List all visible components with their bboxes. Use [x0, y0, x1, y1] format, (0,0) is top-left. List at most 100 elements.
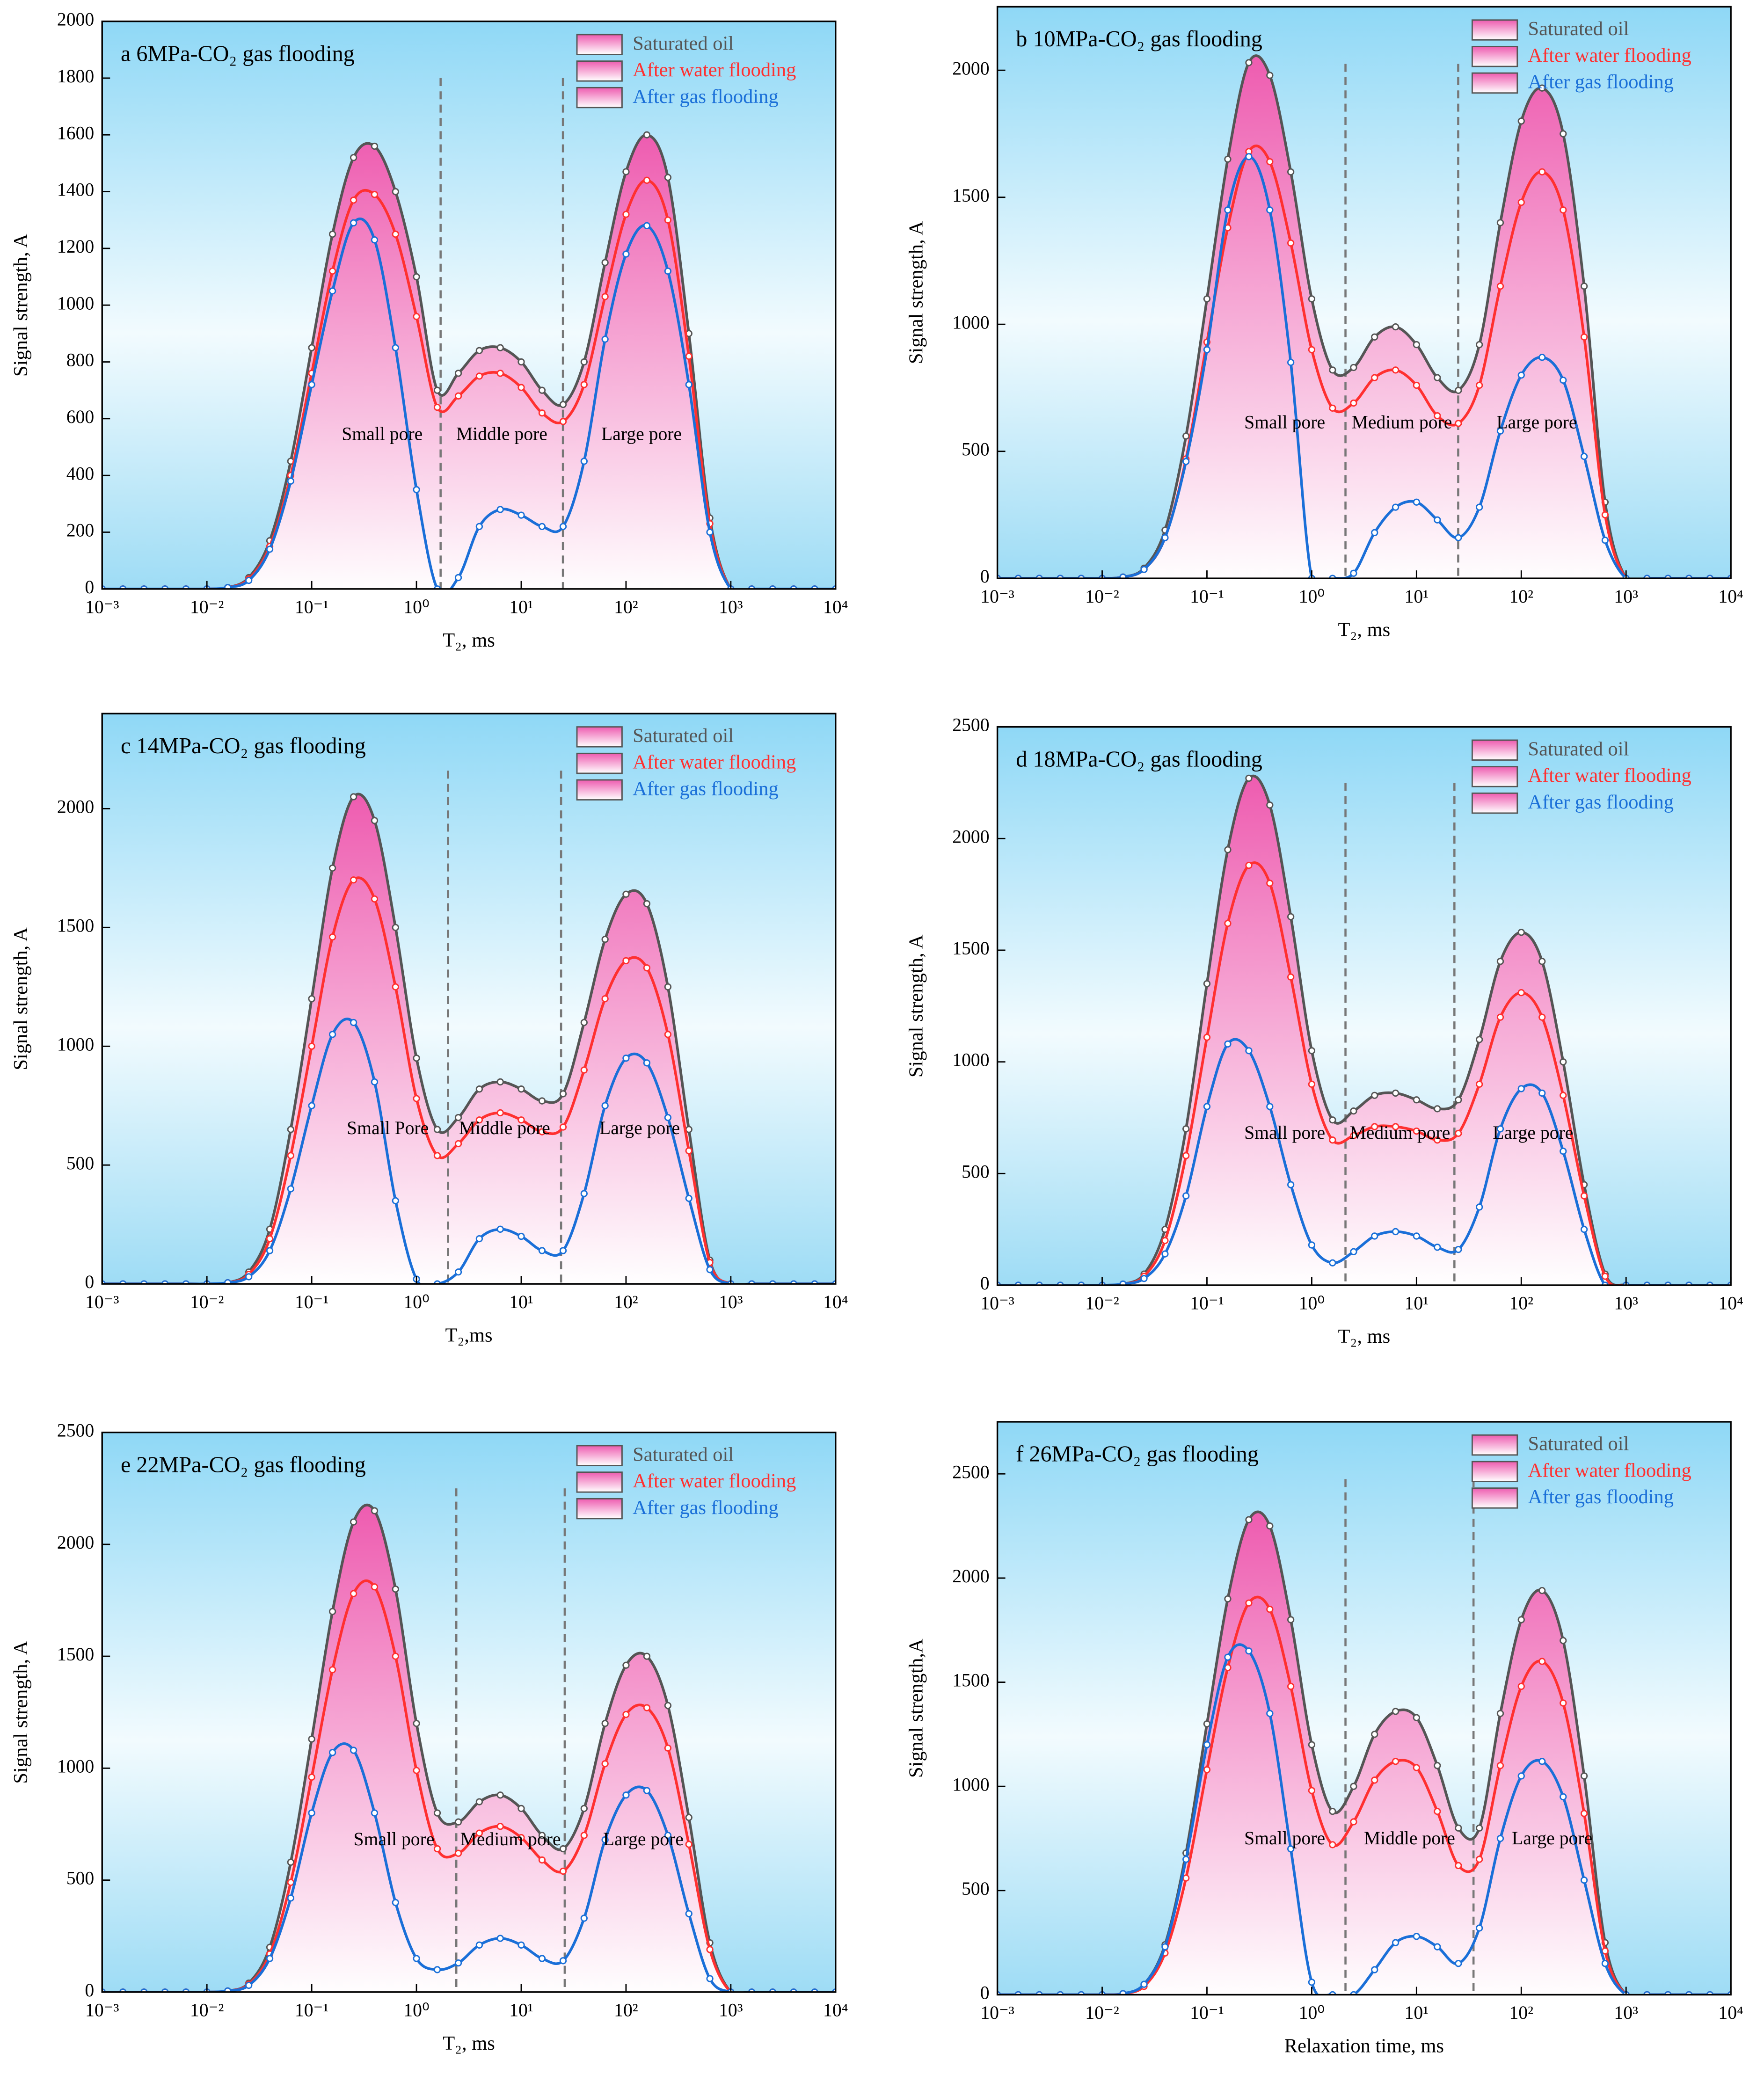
y-tick-label: 1400 [57, 180, 94, 200]
legend-label: After water flooding [1528, 44, 1691, 66]
x-tick-label: 10⁰ [1299, 2002, 1325, 2023]
data-point [622, 890, 630, 898]
data-point [559, 1090, 567, 1098]
y-tick-label: 400 [66, 463, 95, 484]
y-tick-label: 1500 [952, 185, 989, 206]
data-point [1308, 1241, 1316, 1249]
data-point [601, 936, 609, 943]
data-point [1182, 458, 1190, 466]
data-point [1434, 374, 1441, 381]
chart-panel: Small Pore Middle pore Large pore 0 500 1000 1… [10, 713, 848, 1346]
data-point [1476, 1080, 1483, 1088]
data-point [392, 924, 399, 932]
data-point [1245, 1047, 1253, 1055]
data-point [1517, 371, 1525, 379]
y-tick-label: 500 [962, 439, 990, 460]
x-tick-label: 10⁻² [1085, 1293, 1119, 1314]
data-point [1517, 1616, 1525, 1623]
data-point [1434, 1762, 1441, 1769]
data-point [287, 1878, 295, 1886]
y-tick-label: 1000 [57, 1756, 94, 1776]
x-tick-label: 10⁻³ [980, 586, 1014, 607]
y-tick-label: 1000 [952, 1774, 989, 1795]
data-point [1538, 1587, 1546, 1594]
x-tick-label: 10¹ [509, 2000, 533, 2020]
data-point [1392, 323, 1400, 331]
data-point [1224, 846, 1232, 853]
y-tick-label: 800 [66, 350, 95, 371]
pore-label: Large pore [1496, 412, 1577, 432]
data-point [371, 1583, 379, 1591]
x-tick-label: 10⁻¹ [1190, 2002, 1224, 2023]
data-point [1329, 1807, 1336, 1815]
data-point [496, 1823, 504, 1830]
x-tick-label: 10¹ [1405, 2002, 1429, 2023]
data-point [1580, 283, 1588, 290]
data-point [1350, 1248, 1357, 1256]
data-point [580, 358, 588, 366]
x-tick-label: 10⁻¹ [1190, 1293, 1224, 1314]
data-point [1119, 1280, 1127, 1285]
y-axis-label: Signal strength, A [905, 934, 927, 1077]
data-point [371, 236, 379, 244]
legend-label: After gas flooding [633, 86, 779, 108]
data-point [1245, 153, 1253, 160]
data-point [1434, 1807, 1441, 1815]
legend-label: After water flooding [633, 751, 796, 773]
data-point [433, 1845, 441, 1853]
data-point [538, 386, 546, 394]
y-tick-label: 0 [980, 1983, 990, 2003]
data-point [1601, 511, 1609, 519]
y-tick-label: 200 [66, 520, 95, 541]
chart-title: e 22MPa-CO₂ gas flooding [121, 1452, 366, 1477]
y-tick-label: 2000 [57, 797, 94, 817]
data-point [518, 1085, 525, 1093]
pore-label: Large pore [1512, 1828, 1592, 1849]
data-point [1601, 537, 1609, 544]
data-point [706, 1946, 714, 1953]
data-point [1329, 1116, 1336, 1124]
y-tick-label: 1500 [57, 1644, 94, 1665]
data-point [328, 267, 336, 275]
legend-label: After water flooding [1528, 764, 1691, 786]
data-point [1392, 1228, 1400, 1236]
x-tick-label: 10⁻¹ [295, 597, 329, 617]
data-point [287, 1126, 295, 1133]
data-point [1434, 1105, 1441, 1113]
plot-frame [996, 6, 1732, 579]
data-point [1224, 1595, 1232, 1603]
x-tick-label: 10³ [719, 1292, 743, 1312]
data-point [328, 1666, 336, 1674]
data-point [1476, 1856, 1483, 1863]
x-tick-label: 10⁻¹ [1190, 586, 1224, 607]
data-point [518, 1232, 525, 1240]
data-point [1476, 1924, 1483, 1932]
data-point [538, 1128, 546, 1135]
legend-swatch [576, 1498, 623, 1520]
data-point [496, 370, 504, 377]
y-tick-label: 500 [66, 1868, 95, 1889]
y-tick-label: 2000 [57, 9, 94, 30]
data-point [559, 418, 567, 425]
data-point [1496, 1834, 1504, 1842]
legend-swatch [576, 752, 623, 774]
data-point [685, 352, 692, 360]
data-point [350, 793, 357, 801]
y-tick-label: 2000 [952, 1566, 989, 1587]
data-point [454, 1114, 462, 1121]
data-point [454, 1959, 462, 1967]
data-point [1496, 1762, 1504, 1769]
x-tick-label: 10⁻² [1085, 2002, 1119, 2023]
data-point [1517, 929, 1525, 936]
chart-panel: Small pore Medium pore Large pore 0 500 1000 1… [10, 1420, 848, 2054]
y-tick-label: 0 [85, 577, 94, 597]
data-point [538, 523, 546, 531]
data-point [1287, 239, 1295, 247]
data-point [1413, 341, 1420, 349]
data-point [1329, 1259, 1336, 1267]
data-point [643, 964, 651, 972]
data-point [496, 1225, 504, 1233]
data-point [1287, 168, 1295, 176]
data-point [1517, 198, 1525, 206]
data-point [1580, 1772, 1588, 1780]
